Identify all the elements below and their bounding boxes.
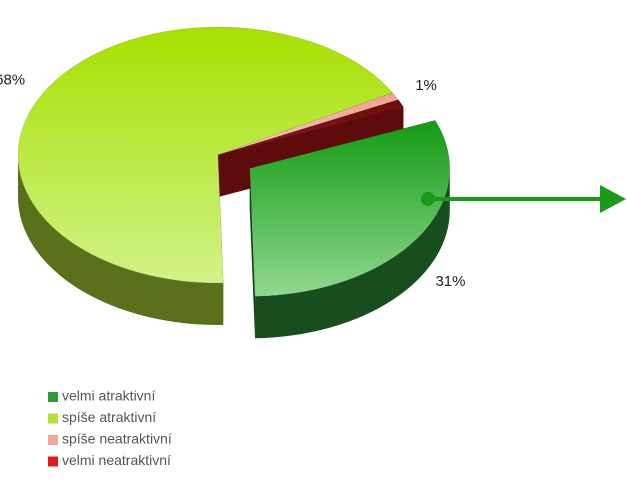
data-label: 68% xyxy=(0,72,25,89)
legend-label: spíše atraktivní xyxy=(62,409,156,425)
legend-label: velmi atraktivní xyxy=(62,388,155,404)
slice-wall xyxy=(255,168,450,339)
legend-swatch xyxy=(48,392,58,402)
slice xyxy=(217,92,399,156)
legend-swatch xyxy=(48,456,58,467)
slice-wall xyxy=(18,155,224,325)
legend-label: spíše neatraktivní xyxy=(62,431,172,447)
data-label: 1% xyxy=(415,77,437,94)
data-label: 31% xyxy=(435,273,465,290)
slice xyxy=(249,120,450,297)
legend-label: velmi neatraktivní xyxy=(62,452,171,468)
legend-swatch xyxy=(48,435,58,445)
legend-swatch xyxy=(48,413,58,424)
slice xyxy=(217,99,404,156)
annotation-arrow xyxy=(421,185,626,213)
slice xyxy=(17,26,394,284)
legend: velmi atraktivní spíše atraktivní spíše ne… xyxy=(48,388,172,468)
slice-side xyxy=(249,168,256,339)
